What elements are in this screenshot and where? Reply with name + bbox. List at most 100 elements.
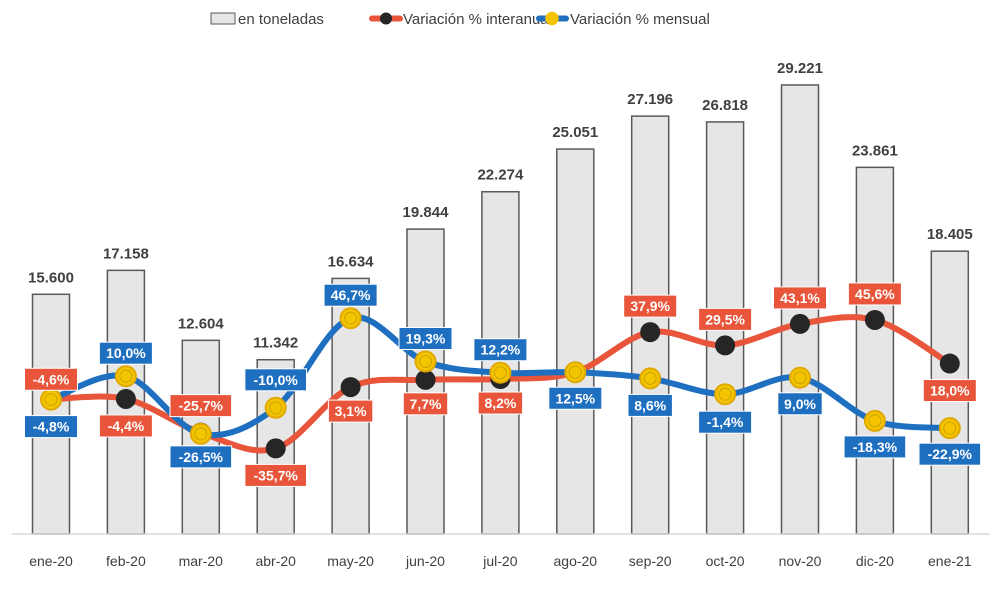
data-label-interanual-box: [327, 399, 374, 423]
marker-mensual-inner: [269, 401, 283, 415]
data-label-interanual: 3,1%: [335, 403, 367, 419]
data-label-interanual: 18,0%: [930, 383, 970, 399]
legend-swatch-bar: [210, 12, 236, 25]
data-label-mensual: -10,0%: [254, 372, 299, 388]
data-label-mensual: 19,3%: [406, 331, 446, 347]
marker-mensual-inner: [344, 311, 358, 325]
marker-interanual-may-20: [340, 377, 361, 398]
data-label-interanual: 7,7%: [410, 396, 442, 412]
data-label-interanual-box: [477, 391, 524, 415]
data-label-mensual-box: [98, 341, 153, 365]
data-label-mensual-box: [24, 415, 78, 439]
x-tick-label: abr-20: [255, 553, 296, 569]
legend-swatch-interanual-marker: [380, 12, 392, 25]
data-label-mensual: -18,3%: [853, 439, 898, 455]
data-label-mensual: 8,6%: [634, 397, 666, 413]
bar-value-label: 11.342: [253, 335, 298, 352]
x-tick-label: mar-20: [179, 553, 224, 569]
x-tick-label: ene-20: [29, 553, 73, 569]
x-tick-label: ene-21: [928, 553, 972, 569]
data-label-mensual-box: [627, 393, 673, 417]
legend-label-interanual: Variación % interanual: [403, 11, 552, 28]
legend-label-toneladas: en toneladas: [238, 11, 324, 28]
bar-value-label: 12.604: [178, 315, 225, 332]
bar-ene-20: [31, 293, 71, 535]
marker-interanual-nov-20: [790, 313, 810, 334]
bar-value-label: 18.405: [927, 226, 973, 243]
marker-mensual-inner: [194, 427, 208, 441]
bar-dic-20: [855, 166, 895, 535]
data-label-mensual: -1,4%: [707, 414, 744, 430]
marker-mensual-inner: [493, 366, 507, 380]
data-label-interanual: 37,9%: [630, 298, 670, 314]
marker-mensual-inner: [793, 371, 807, 385]
data-label-mensual: 12,5%: [555, 390, 595, 406]
data-label-mensual-box: [843, 435, 907, 459]
bar-value-label: 27.196: [627, 91, 673, 108]
legend-label-mensual: Variación % mensual: [570, 11, 710, 28]
data-label-interanual-box: [169, 394, 233, 418]
bar-nov-20: [780, 84, 820, 535]
data-label-mensual: 46,7%: [331, 287, 371, 303]
data-label-mensual: 12,2%: [481, 342, 521, 358]
x-tick-label: nov-20: [779, 553, 822, 569]
marker-mensual-inner: [943, 421, 957, 435]
data-label-mensual: -4,8%: [33, 419, 70, 435]
bar-value-label: 23.861: [852, 142, 898, 159]
data-label-mensual-box: [323, 283, 378, 307]
data-label-interanual: 8,2%: [484, 395, 516, 411]
data-label-mensual-box: [777, 392, 823, 416]
markers-layer: [40, 307, 961, 459]
data-label-mensual: 10,0%: [106, 345, 146, 361]
data-label-mensual: -22,9%: [928, 446, 973, 462]
data-label-mensual-box: [918, 442, 982, 466]
data-label-interanual-box: [773, 286, 827, 310]
marker-mensual-inner: [568, 365, 582, 379]
data-label-mensual: 9,0%: [784, 396, 816, 412]
data-label-interanual: -25,7%: [179, 398, 224, 414]
marker-mensual-inner: [44, 393, 58, 407]
data-label-mensual-box: [548, 386, 603, 410]
marker-interanual-oct-20: [715, 335, 736, 356]
legend-swatch-mensual-marker: [545, 11, 559, 26]
marker-mensual-inner: [718, 387, 732, 401]
marker-interanual-jun-20: [415, 369, 436, 390]
data-label-interanual: 29,5%: [705, 311, 745, 327]
data-label-interanual-box: [244, 463, 307, 487]
bar-value-label: 17.158: [103, 245, 149, 262]
bar-value-label: 22.274: [477, 167, 524, 184]
marker-interanual-ene-21: [939, 353, 960, 374]
x-tick-label: dic-20: [856, 553, 894, 569]
x-tick-label: feb-20: [106, 553, 146, 569]
bar-value-label: 15.600: [28, 269, 74, 286]
marker-interanual-dic-20: [864, 309, 885, 330]
data-labels-layer: -4,6% -4,4% -25,7% -35,7% 3,1% 7,7% 8,2% 37,9% 2…: [24, 282, 982, 487]
data-label-interanual: 43,1%: [780, 290, 820, 306]
data-label-interanual-box: [698, 307, 753, 331]
data-label-mensual-box: [698, 410, 753, 434]
data-label-interanual: -4,6%: [33, 371, 70, 387]
data-label-mensual-box: [398, 327, 453, 351]
data-label-mensual: -26,5%: [179, 449, 224, 465]
bar-ago-20: [556, 148, 595, 535]
data-label-mensual-box: [169, 445, 233, 469]
bar-value-label: 19.844: [403, 204, 450, 221]
marker-interanual-feb-20: [115, 388, 136, 409]
data-label-mensual-box: [244, 368, 307, 392]
data-label-interanual-box: [922, 379, 977, 403]
bar-value-label: 26.818: [702, 97, 748, 114]
bar-value-label: 29.221: [777, 60, 823, 77]
marker-interanual-abr-20: [265, 438, 286, 459]
data-label-interanual-box: [98, 414, 153, 438]
data-label-interanual-box: [24, 367, 78, 391]
data-label-interanual-box: [402, 392, 449, 416]
data-label-interanual-box: [847, 282, 902, 306]
bar-value-label: 25.051: [552, 124, 598, 141]
x-axis-ticks: ene-20 feb-20 mar-20 abr-20 may-20 jun-20 jul-…: [29, 553, 972, 569]
x-tick-label: oct-20: [706, 553, 745, 569]
data-label-interanual: -35,7%: [254, 467, 299, 483]
marker-mensual-inner: [643, 371, 657, 385]
marker-mensual-inner: [419, 355, 432, 369]
marker-mensual-inner: [868, 414, 882, 428]
